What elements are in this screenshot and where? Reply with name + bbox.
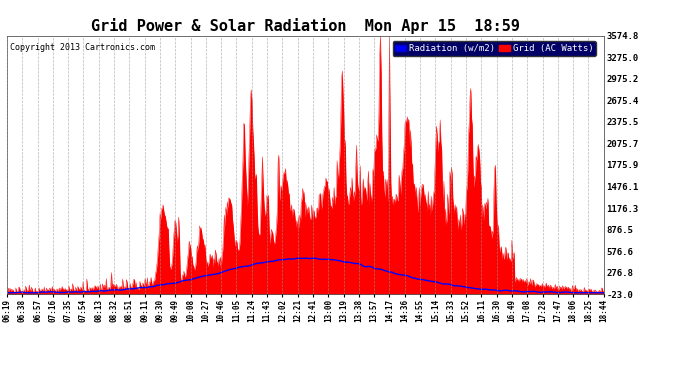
Legend: Radiation (w/m2), Grid (AC Watts): Radiation (w/m2), Grid (AC Watts) [393, 41, 596, 56]
Text: Copyright 2013 Cartronics.com: Copyright 2013 Cartronics.com [10, 44, 155, 52]
Title: Grid Power & Solar Radiation  Mon Apr 15  18:59: Grid Power & Solar Radiation Mon Apr 15 … [91, 18, 520, 34]
